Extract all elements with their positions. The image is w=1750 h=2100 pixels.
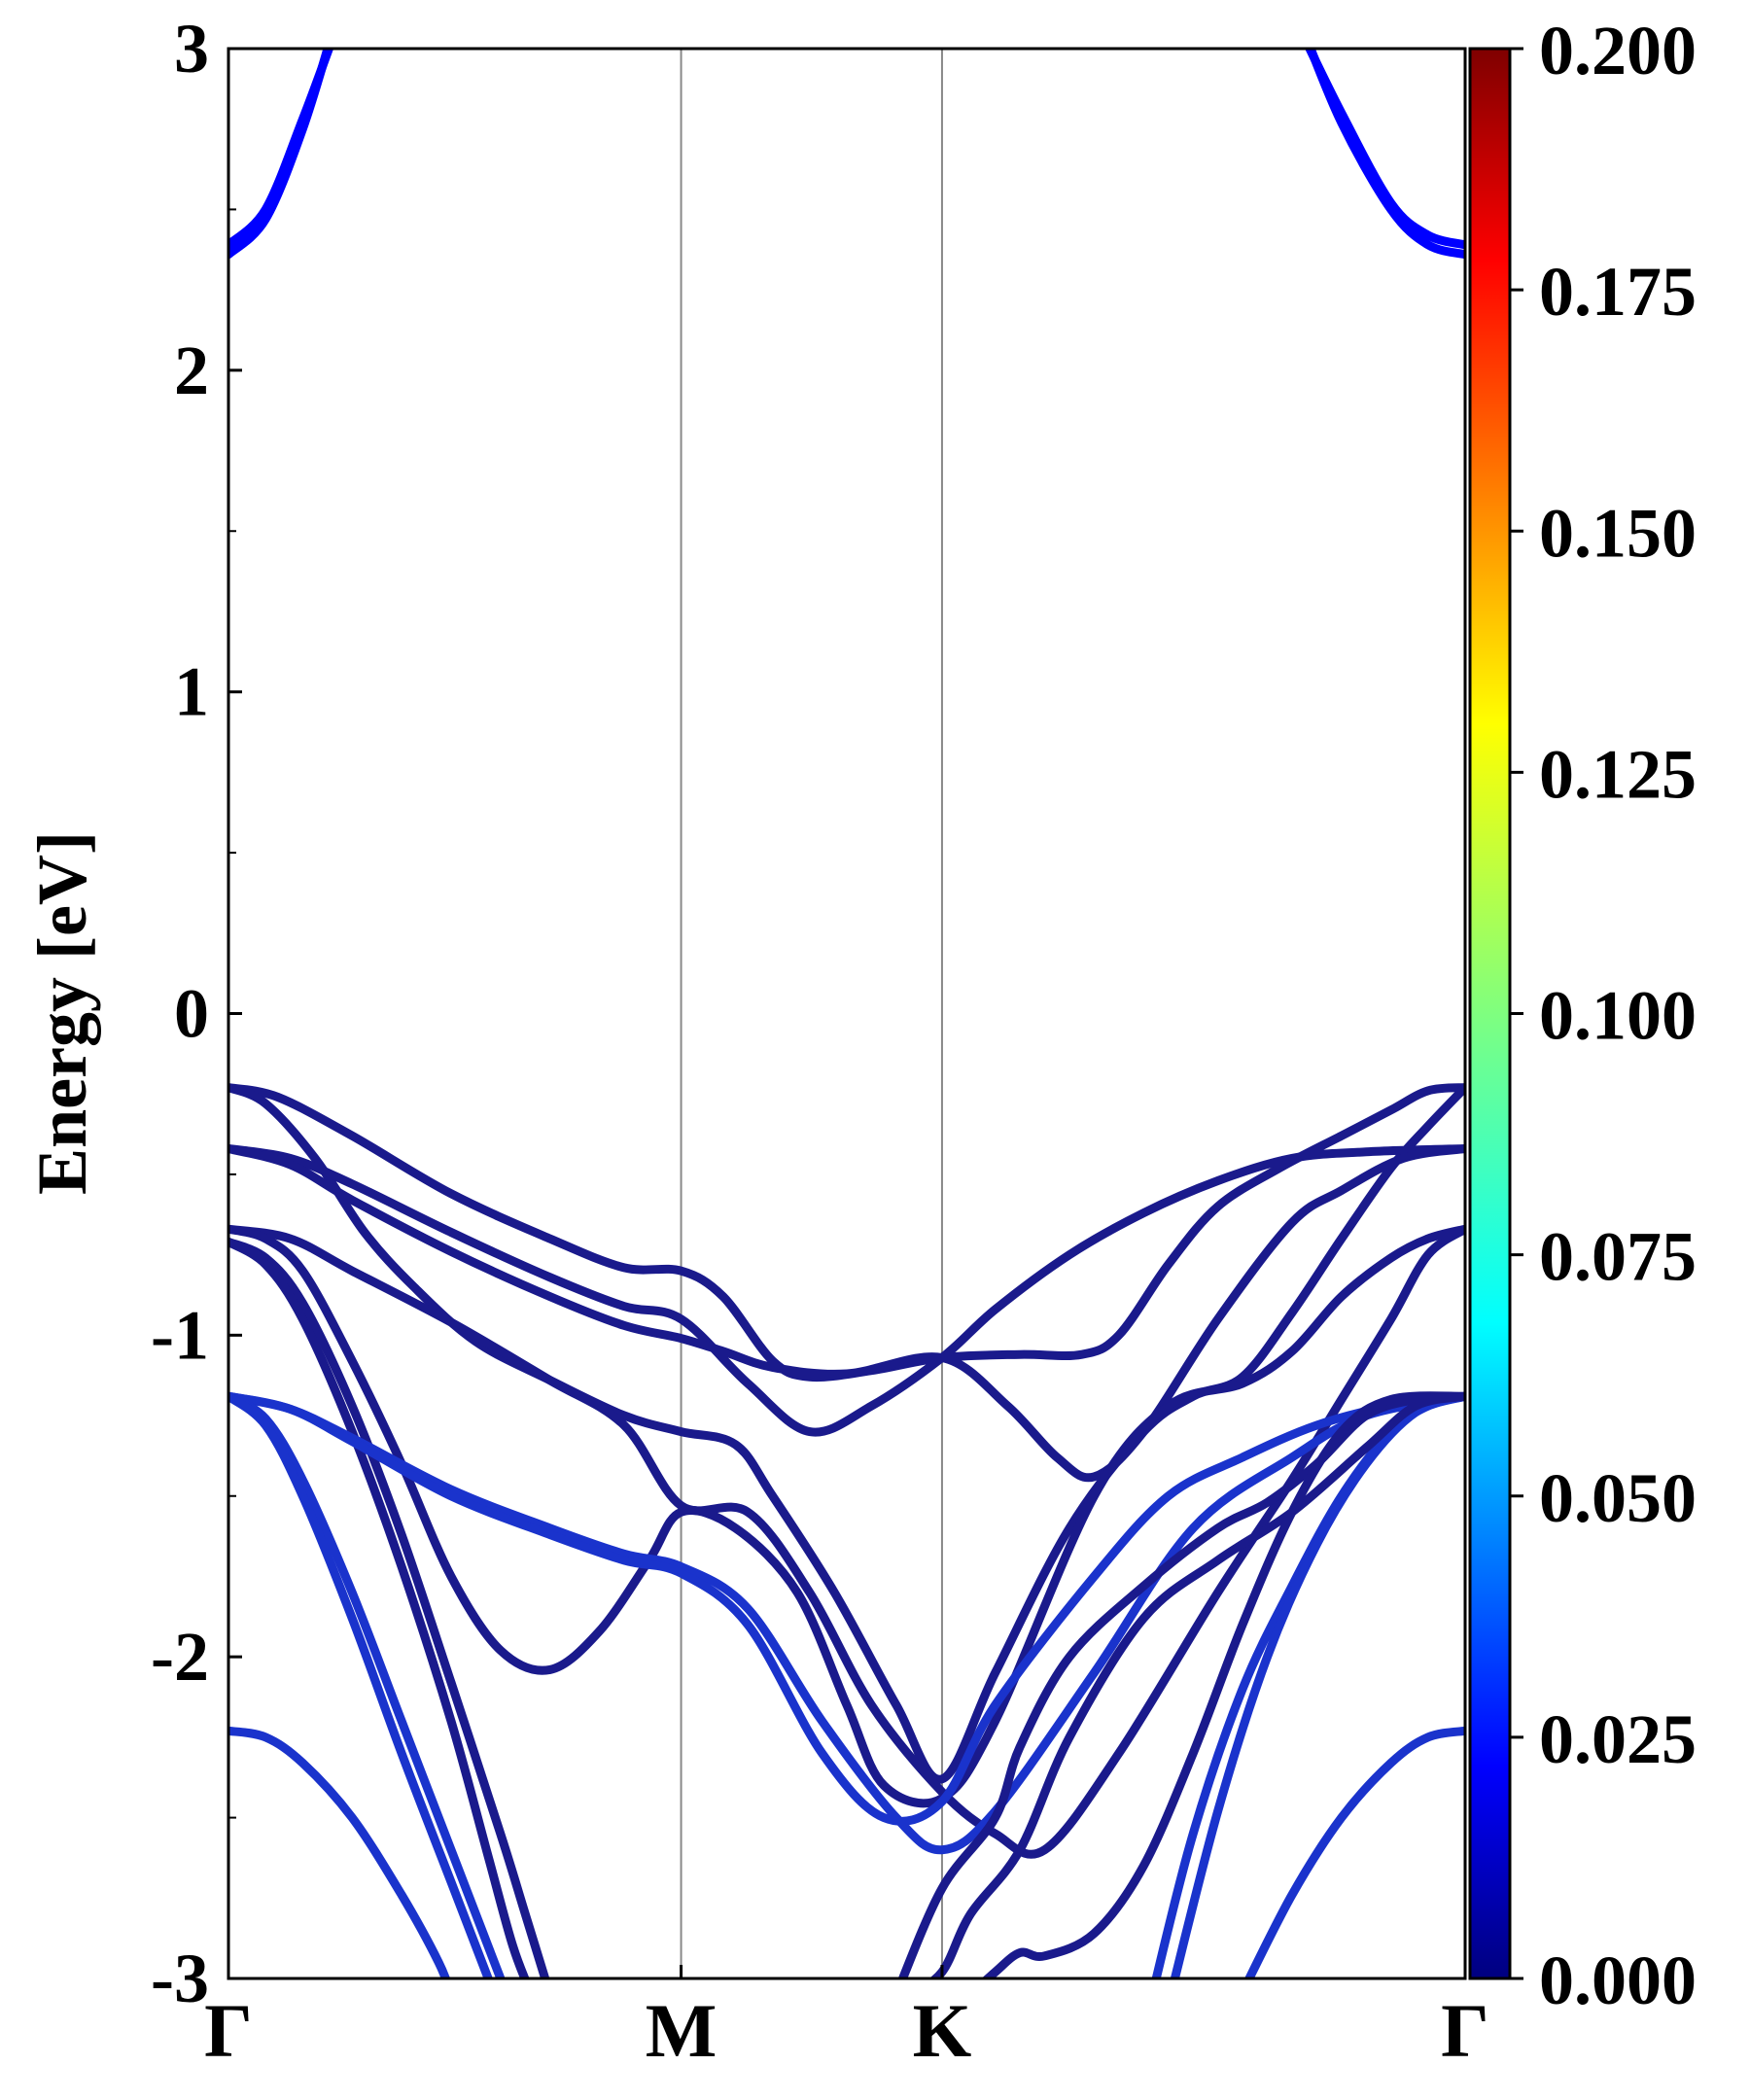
y-axis-ticks: 3 2 1 0 -1 -2 -3	[151, 10, 242, 2017]
band-line	[228, 1391, 1465, 1855]
colorbar-tick-label: 0.025	[1539, 1700, 1697, 1778]
energy-bands	[228, 49, 1465, 1978]
colorbar-tick-label: 0.075	[1539, 1218, 1697, 1296]
y-tick-label: -1	[151, 1296, 209, 1374]
band-line	[228, 1391, 1465, 1826]
colorbar	[1468, 47, 1512, 1980]
band-line	[928, 1391, 1465, 1978]
colorbar-tick-label: 0.050	[1539, 1459, 1697, 1537]
band-line	[897, 1391, 1465, 1978]
band-line	[228, 1391, 506, 1978]
colorbar-tick-label: 0.000	[1539, 1942, 1697, 2019]
colorbar-tick-label: 0.200	[1539, 12, 1697, 89]
band-line	[228, 1237, 550, 1978]
plot-frame	[227, 47, 1467, 1980]
band-line	[228, 1083, 1465, 1784]
colorbar-tick-label: 0.100	[1539, 977, 1697, 1055]
band-line	[1170, 1391, 1465, 1978]
colorbar-tick-label: 0.125	[1539, 735, 1697, 813]
y-axis-label: Energy [eV]	[23, 831, 101, 1195]
kpoint-label: M	[646, 1988, 718, 2073]
colorbar-tick-label: 0.150	[1539, 494, 1697, 572]
kpoint-label: Γ	[204, 1988, 253, 2073]
y-tick-label: -3	[151, 1940, 209, 2017]
band-line	[228, 49, 332, 260]
colorbar-ticks: 0.000 0.025 0.050 0.075 0.100 0.125 0.150 0.175…	[1510, 12, 1697, 2019]
high-symmetry-lines	[680, 49, 943, 1978]
band-line	[228, 1144, 1465, 1437]
y-tick-label: 2	[174, 332, 209, 409]
band-line	[1305, 49, 1465, 250]
colorbar-tick-label: 0.175	[1539, 253, 1697, 331]
y-tick-label: -2	[151, 1618, 209, 1696]
y-tick-label: 0	[174, 975, 209, 1053]
band-line	[228, 1391, 493, 1978]
band-line	[1306, 49, 1465, 260]
band-line	[228, 1144, 1465, 1483]
band-line	[981, 1391, 1465, 1978]
band-line	[228, 1726, 451, 1978]
band-line	[1243, 1726, 1465, 1978]
kpoint-label: K	[913, 1988, 972, 2073]
kpoint-label: Γ	[1441, 1988, 1489, 2073]
band-line	[228, 1237, 530, 1978]
y-tick-label: 3	[174, 10, 209, 88]
y-tick-label: 1	[174, 653, 209, 731]
